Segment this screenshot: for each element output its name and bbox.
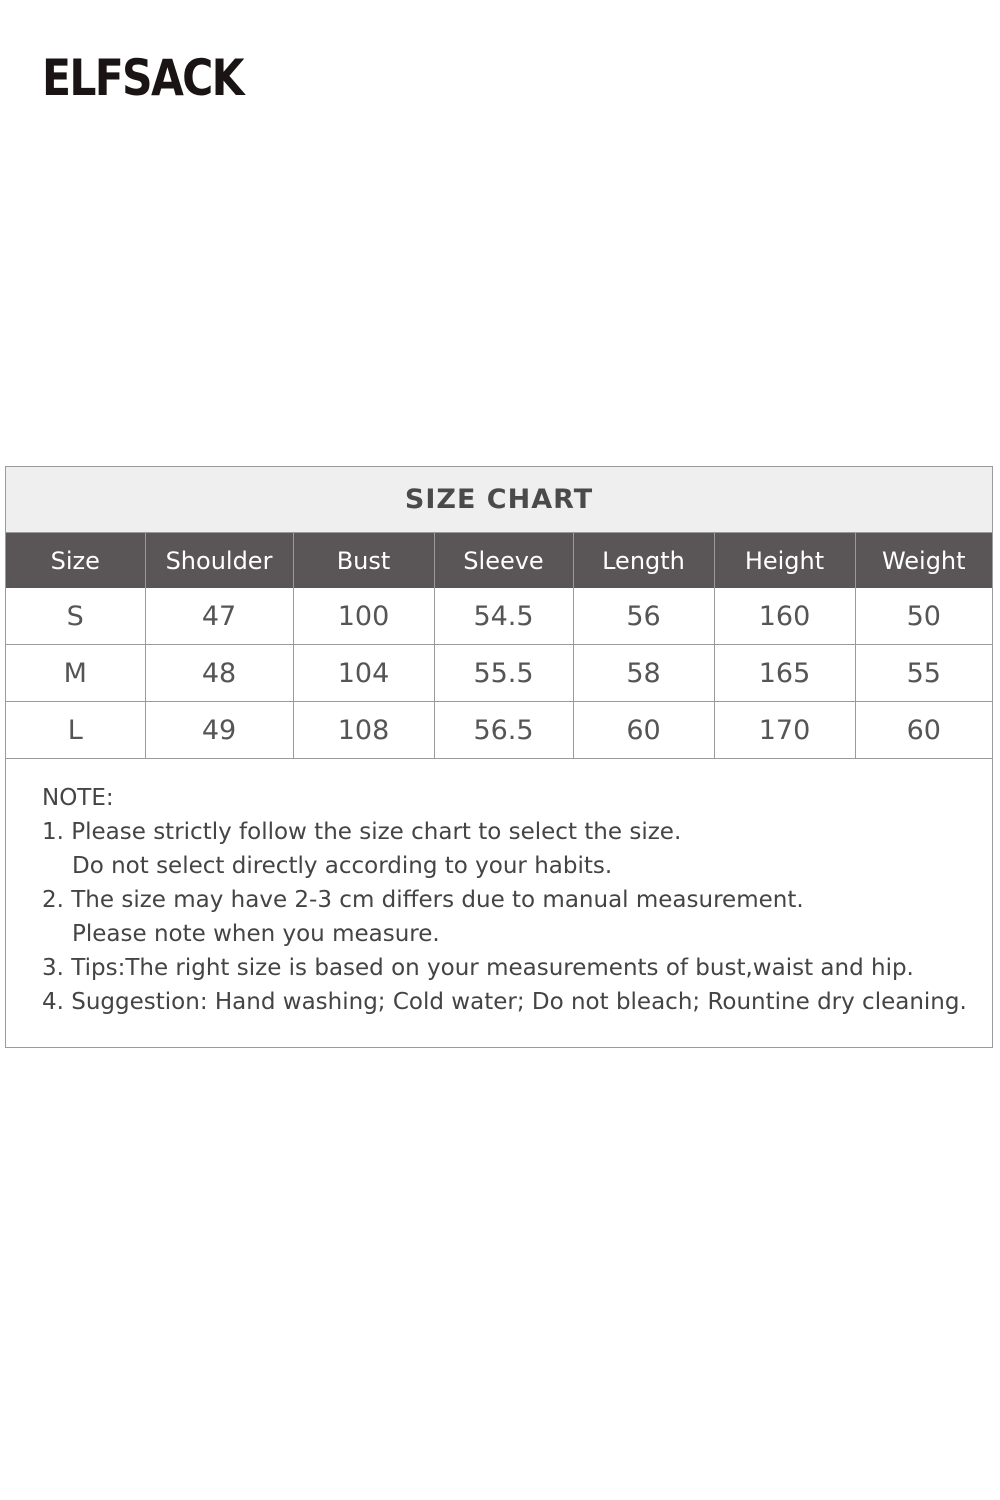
column-header: Sleeve bbox=[433, 533, 573, 588]
column-header: Height bbox=[713, 533, 855, 588]
header-row: Size Shoulder Bust Sleeve Length Height Weight bbox=[6, 533, 992, 588]
table-cell: 104 bbox=[292, 644, 434, 702]
table-cell: M bbox=[6, 644, 145, 702]
table-cell: 170 bbox=[713, 701, 855, 759]
table-cell: 165 bbox=[713, 644, 855, 702]
table-row: L 49 108 56.5 60 170 60 bbox=[6, 701, 992, 759]
column-header: Length bbox=[572, 533, 714, 588]
table-cell: 160 bbox=[713, 588, 855, 645]
notes-heading: NOTE: bbox=[42, 785, 114, 811]
table-cell: 60 bbox=[854, 701, 992, 759]
table-cell: 100 bbox=[292, 588, 434, 645]
column-header: Weight bbox=[854, 533, 992, 588]
column-header: Size bbox=[6, 533, 145, 588]
table-cell: 56.5 bbox=[433, 701, 573, 759]
size-chart-title: SIZE CHART bbox=[6, 467, 992, 533]
note-line: 4. Suggestion: Hand washing; Cold water;… bbox=[42, 989, 967, 1015]
table-cell: 54.5 bbox=[433, 588, 573, 645]
column-header: Shoulder bbox=[144, 533, 293, 588]
table-cell: 49 bbox=[144, 701, 293, 759]
table-cell: 50 bbox=[854, 588, 992, 645]
brand-logo: ELFSACK bbox=[42, 49, 245, 107]
table-cell: 55 bbox=[854, 644, 992, 702]
table-cell: 108 bbox=[292, 701, 434, 759]
table-cell: S bbox=[6, 588, 145, 645]
notes: NOTE: 1. Please strictly follow the size… bbox=[6, 759, 992, 1019]
table-cell: L bbox=[6, 701, 145, 759]
table-cell: 56 bbox=[572, 588, 714, 645]
column-header: Bust bbox=[292, 533, 434, 588]
note-line: Please note when you measure. bbox=[72, 921, 440, 947]
table-cell: 55.5 bbox=[433, 644, 573, 702]
note-line: 3. Tips:The right size is based on your … bbox=[42, 955, 914, 981]
size-table: Size Shoulder Bust Sleeve Length Height Weight… bbox=[6, 533, 992, 759]
table-cell: 58 bbox=[572, 644, 714, 702]
table-row: S 47 100 54.5 56 160 50 bbox=[6, 588, 992, 645]
table-row: M 48 104 55.5 58 165 55 bbox=[6, 644, 992, 702]
table-cell: 60 bbox=[572, 701, 714, 759]
table-cell: 48 bbox=[144, 644, 293, 702]
size-chart: SIZE CHART Size Shoulder Bust Sleeve Length H… bbox=[5, 466, 993, 1048]
note-line: 1. Please strictly follow the size chart… bbox=[42, 819, 682, 845]
note-line: Do not select directly according to your… bbox=[72, 853, 613, 879]
note-line: 2. The size may have 2-3 cm differs due … bbox=[42, 887, 804, 913]
table-cell: 47 bbox=[144, 588, 293, 645]
